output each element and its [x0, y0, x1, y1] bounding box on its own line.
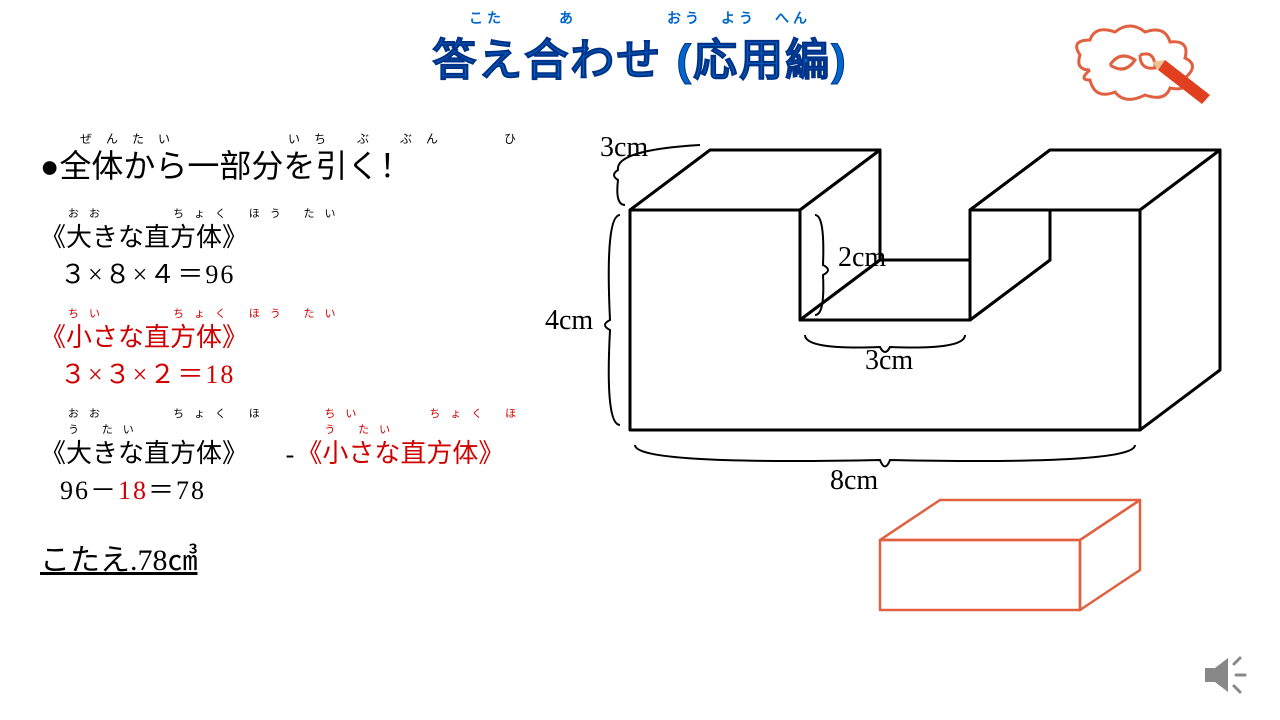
speaker-icon: [1200, 650, 1250, 700]
solid-diagram: 3cm 2cm 3cm 4cm 8cm: [570, 120, 1250, 680]
small-label: 《小さな直方体》: [40, 317, 540, 354]
title-text: 答え合わせ (応用編): [432, 24, 848, 88]
big-calc: ３×８×４＝96: [60, 254, 540, 291]
heading-text: ●全体から一部分を引く！: [40, 148, 411, 184]
cloud-pencil-icon: [1070, 20, 1220, 110]
sub-calc-c: ＝78: [148, 476, 206, 505]
dim-notch-w: 3cm: [865, 345, 913, 377]
sub-calc: 96－18＝78: [60, 470, 540, 507]
sub-label1: 《大きな直方体》: [40, 439, 248, 468]
dim-notch-h: 2cm: [838, 242, 886, 274]
sub-label2: 《小さな直方体》: [296, 439, 504, 468]
answer-value: 78: [138, 544, 168, 577]
answer-prefix: こたえ.: [40, 544, 138, 577]
sub-calc-b: 18: [118, 476, 148, 505]
heading-ruby: ぜんたい いち ぶ ぶん ひ: [80, 130, 540, 147]
big-label: 《大きな直方体》: [40, 217, 540, 254]
sub-ruby2: ちい ちょく ほう たい: [324, 405, 540, 437]
final-answer: こたえ.78㎤: [40, 535, 540, 579]
method-heading: ぜんたい いち ぶ ぶん ひ ●全体から一部分を引く！: [40, 130, 540, 187]
answer-unit: ㎤: [168, 544, 198, 577]
subtraction-block: おお ちょく ほう たい 《大きな直方体》 - ちい ちょく ほう たい 《小さ…: [40, 405, 540, 507]
explanation-panel: ぜんたい いち ぶ ぶん ひ ●全体から一部分を引く！ おお ちょく ほう たい…: [40, 130, 540, 579]
big-box-block: おお ちょく ほう たい 《大きな直方体》 ３×８×４＝96: [40, 205, 540, 291]
dim-depth: 3cm: [600, 132, 648, 164]
sub-sep: -: [286, 440, 295, 470]
dim-height: 4cm: [545, 305, 593, 337]
small-calc: ３×３×２＝18: [60, 354, 540, 391]
sub-calc-a: 96－: [60, 476, 118, 505]
dim-width: 8cm: [830, 465, 878, 497]
sub-ruby1: おお ちょく ほう たい: [68, 405, 284, 437]
small-box-block: ちい ちょく ほう たい 《小さな直方体》 ３×３×２＝18: [40, 305, 540, 391]
